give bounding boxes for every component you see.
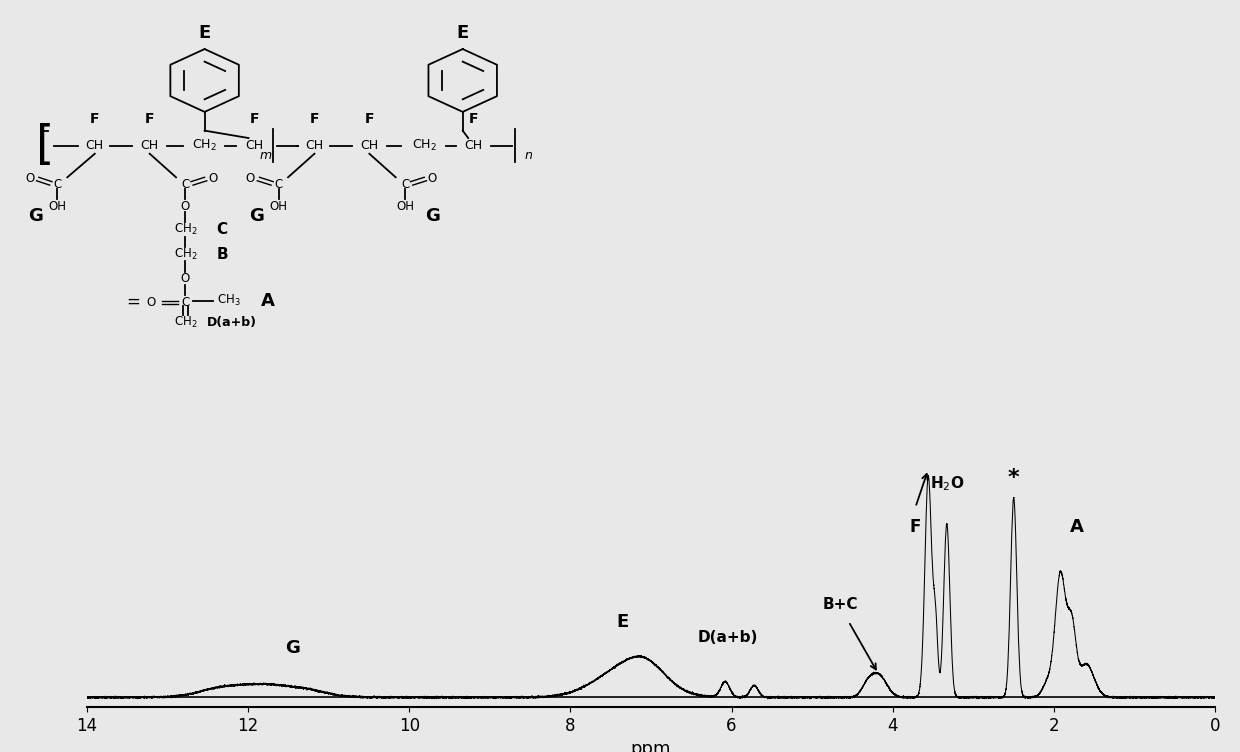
Text: H$_2$O: H$_2$O [930, 475, 963, 493]
Text: F: F [91, 112, 99, 126]
Text: O: O [146, 296, 155, 308]
Text: CH: CH [86, 139, 104, 153]
Text: C: C [274, 177, 283, 191]
Text: O: O [428, 172, 438, 185]
Text: CH$_2$: CH$_2$ [174, 247, 197, 262]
Text: m: m [260, 149, 272, 162]
Text: D(a+b): D(a+b) [697, 630, 758, 645]
Text: CH$_2$: CH$_2$ [174, 222, 197, 237]
Text: G: G [285, 639, 300, 657]
Text: OH: OH [270, 199, 288, 213]
Text: [: [ [36, 123, 55, 168]
Text: CH: CH [140, 139, 159, 153]
Text: CH: CH [465, 139, 482, 153]
Text: G: G [425, 207, 440, 225]
Text: CH$_3$: CH$_3$ [217, 293, 241, 308]
Text: CH: CH [246, 139, 263, 153]
Text: C: C [217, 222, 228, 237]
Text: =: = [126, 293, 140, 311]
Text: E: E [456, 24, 469, 42]
Text: *: * [1008, 468, 1019, 488]
Text: O: O [246, 172, 254, 185]
Text: A: A [260, 292, 275, 310]
X-axis label: ppm: ppm [631, 740, 671, 752]
Text: OH: OH [48, 199, 67, 213]
Text: n: n [525, 149, 532, 162]
Text: OH: OH [396, 199, 414, 213]
Text: F: F [145, 112, 155, 126]
Text: A: A [1070, 518, 1084, 536]
Text: O: O [181, 199, 190, 213]
Text: F: F [365, 112, 374, 126]
Text: CH: CH [305, 139, 324, 153]
Text: CH$_2$: CH$_2$ [412, 138, 436, 153]
Text: F: F [469, 112, 479, 126]
Text: E: E [616, 613, 629, 631]
Text: G: G [249, 207, 264, 225]
Text: C: C [181, 177, 190, 191]
Text: CH$_2$: CH$_2$ [174, 315, 197, 330]
Text: O: O [208, 172, 217, 185]
Text: F: F [310, 112, 319, 126]
Text: CH$_2$: CH$_2$ [192, 138, 217, 153]
Text: O: O [181, 272, 190, 286]
Text: E: E [198, 24, 211, 42]
Text: F: F [249, 112, 259, 126]
Text: C: C [401, 177, 409, 191]
Text: O: O [25, 172, 35, 185]
Text: B+C: B+C [822, 597, 858, 612]
Text: B: B [216, 247, 228, 262]
Text: F: F [910, 518, 921, 536]
Text: G: G [29, 207, 43, 225]
Text: D(a+b): D(a+b) [207, 316, 257, 329]
Text: CH: CH [361, 139, 378, 153]
Text: C: C [53, 177, 62, 191]
Text: C: C [181, 296, 190, 308]
